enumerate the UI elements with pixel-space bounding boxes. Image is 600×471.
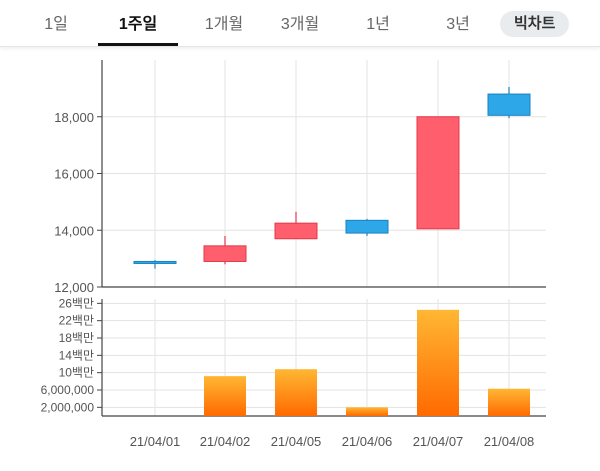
date-axis-labels: 21/04/01 21/04/02 21/04/05 21/04/06 21/04/07…: [130, 434, 535, 449]
price-tick-label: 16,000: [54, 167, 94, 182]
candle: [203, 235, 247, 265]
volume-tick-label: 2,000,000: [41, 400, 95, 414]
candle: [416, 116, 460, 230]
date-tick-label: 21/04/08: [484, 434, 535, 449]
candle-body: [133, 260, 177, 264]
period-tab-bar: 1일 1주일 1개월 3개월 1년 3년 빅차트: [0, 0, 600, 47]
candlestick-series: [133, 86, 531, 269]
volume-bar: [204, 376, 246, 416]
price-grid: [102, 60, 546, 288]
volume-axis: 2,000,000 6,000,000 10백만 14백만 18백만 22백만 26백만: [41, 296, 546, 417]
tab-1-day[interactable]: 1일: [44, 16, 68, 33]
date-tick-label: 21/04/02: [200, 434, 251, 449]
tab-1-week[interactable]: 1주일: [98, 0, 178, 46]
volume-tick-label: 6,000,000: [41, 383, 95, 397]
price-tick-label: 18,000: [54, 110, 94, 125]
volume-bar: [346, 407, 388, 416]
tab-1-month[interactable]: 1개월: [204, 16, 244, 33]
date-tick-label: 21/04/07: [413, 434, 464, 449]
candle: [345, 218, 389, 236]
tab-3-year[interactable]: 3년: [446, 16, 470, 33]
volume-bar: [275, 369, 317, 416]
tab-3-month[interactable]: 3개월: [280, 16, 320, 33]
candle-body: [416, 116, 460, 230]
volume-tick-label: 26백만: [59, 296, 94, 310]
volume-tick-label: 10백만: [59, 366, 94, 380]
candle-body: [274, 222, 318, 240]
date-tick-label: 21/04/05: [271, 434, 322, 449]
volume-tick-label: 22백만: [59, 314, 94, 328]
volume-grid: [102, 299, 546, 416]
volume-bar: [417, 309, 459, 416]
candle: [274, 211, 318, 240]
candle: [487, 86, 531, 119]
candle: [133, 260, 177, 269]
price-axis: 12,000 14,000 16,000 18,000: [54, 60, 546, 295]
volume-tick-label: 18백만: [59, 331, 94, 345]
volume-bar-series: [204, 309, 530, 416]
big-chart-button[interactable]: 빅차트: [500, 11, 570, 37]
candle-body: [487, 93, 531, 116]
date-tick-label: 21/04/06: [342, 434, 393, 449]
volume-tick-label: 14백만: [59, 348, 94, 362]
candle-body: [345, 219, 389, 234]
candle-body: [203, 245, 247, 262]
tab-1-year[interactable]: 1년: [366, 16, 390, 33]
volume-bar: [488, 388, 530, 416]
price-tick-label: 14,000: [54, 223, 94, 238]
price-tick-label: 12,000: [54, 280, 94, 295]
date-tick-label: 21/04/01: [130, 434, 181, 449]
